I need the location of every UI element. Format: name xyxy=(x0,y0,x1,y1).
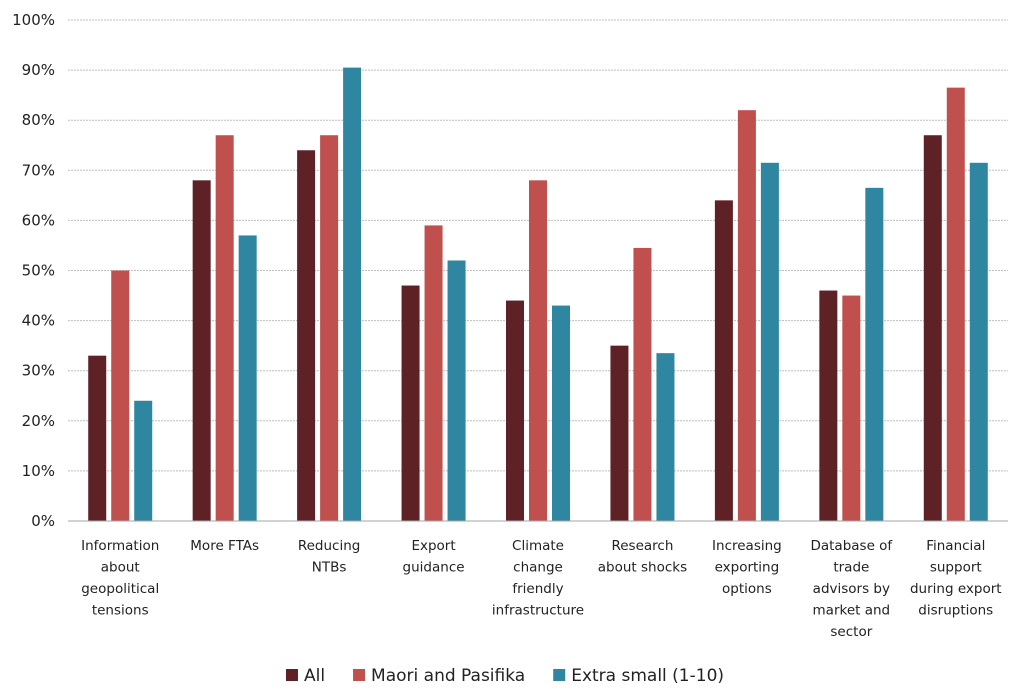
y-tick-label: 90% xyxy=(22,61,55,79)
bar xyxy=(401,285,420,521)
bar xyxy=(447,260,466,521)
legend: All Maori and Pasifika Extra small (1-10) xyxy=(285,666,724,686)
bar xyxy=(656,353,675,521)
x-tick-label: Export guidance xyxy=(403,538,465,576)
legend-swatch xyxy=(285,669,298,681)
x-tick-label: Climate change friendly infrastructure xyxy=(492,538,584,619)
y-tick-label: 80% xyxy=(22,111,55,129)
legend-swatch xyxy=(353,669,366,681)
bar xyxy=(842,295,861,521)
x-tick-label: Reducing NTBs xyxy=(298,538,361,576)
x-tick-label: Increasing exporting options xyxy=(712,538,782,597)
bar xyxy=(552,305,570,521)
x-tick-label: More FTAs xyxy=(190,538,259,554)
x-tick-label: Database of trade advisors by market and sec… xyxy=(810,538,893,640)
bar xyxy=(343,67,362,521)
bar xyxy=(760,162,779,521)
bar xyxy=(610,345,629,521)
bar xyxy=(506,300,524,521)
bar xyxy=(529,180,547,521)
x-tick-label: Information about geopolitical tensions xyxy=(81,538,159,619)
y-tick-label: 60% xyxy=(22,211,55,229)
bar xyxy=(923,135,942,522)
legend-label: Extra small (1-10) xyxy=(571,666,724,686)
y-tick-label: 100% xyxy=(12,11,55,29)
bar xyxy=(297,150,316,521)
bar xyxy=(946,87,965,521)
bar xyxy=(737,110,756,522)
y-tick-label: 0% xyxy=(31,512,55,530)
legend-label: All xyxy=(304,666,325,686)
bar xyxy=(969,162,988,521)
legend-label: Maori and Pasifika xyxy=(371,666,525,686)
bar xyxy=(192,180,211,521)
bar xyxy=(714,200,733,522)
bar xyxy=(320,135,339,522)
bar xyxy=(215,135,234,522)
bar xyxy=(88,355,107,521)
bar xyxy=(424,225,443,521)
y-tick-label: 40% xyxy=(22,312,55,330)
x-tick-label: Research about shocks xyxy=(598,538,687,576)
bar xyxy=(865,187,884,521)
y-tick-label: 30% xyxy=(22,362,55,380)
bar xyxy=(819,290,838,521)
legend-swatch xyxy=(553,669,566,681)
y-tick-label: 50% xyxy=(22,262,55,280)
bars xyxy=(88,67,988,522)
bar xyxy=(134,400,153,521)
y-axis: 0% 10% 20% 30% 40% 50% 60% 70% 80% 90% 100% xyxy=(12,11,55,530)
x-axis: Information about geopolitical tensions More… xyxy=(68,520,1008,640)
y-tick-label: 70% xyxy=(22,161,55,179)
bar xyxy=(111,270,130,521)
y-tick-label: 10% xyxy=(22,462,55,480)
x-tick-label: Financial support during export disruptions xyxy=(910,538,1002,619)
bar xyxy=(633,247,652,521)
bar xyxy=(238,235,257,521)
y-tick-label: 20% xyxy=(22,412,55,430)
